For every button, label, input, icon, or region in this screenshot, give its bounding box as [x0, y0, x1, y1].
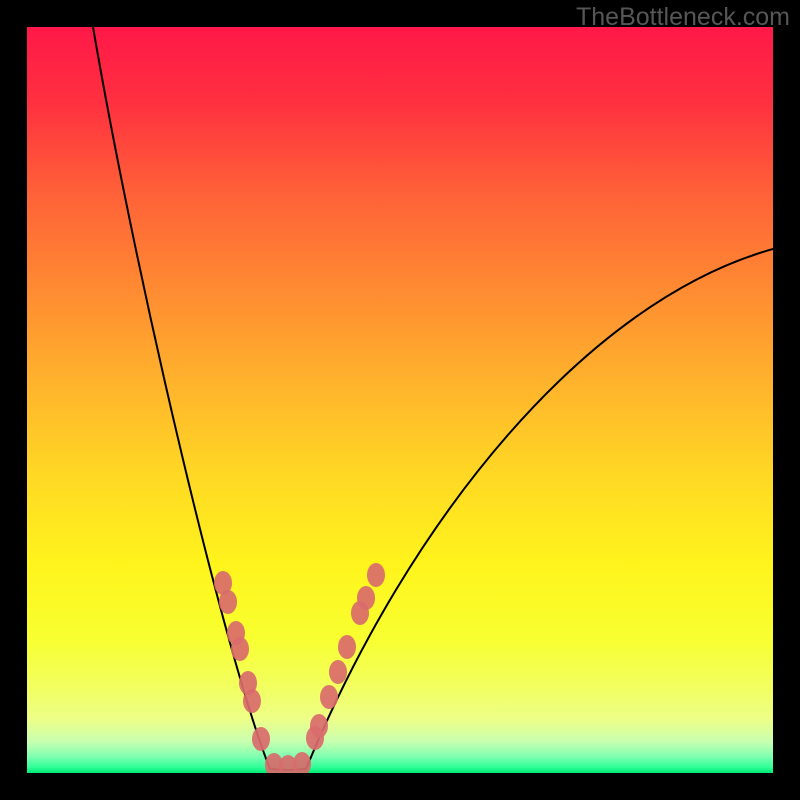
plot-svg — [0, 0, 800, 800]
curve-marker — [338, 635, 356, 659]
chart-frame: TheBottleneck.com — [0, 0, 800, 800]
curve-marker — [367, 563, 385, 587]
curve-marker — [320, 685, 338, 709]
curve-marker — [310, 714, 328, 738]
gradient-background — [27, 27, 773, 773]
watermark-text: TheBottleneck.com — [576, 3, 790, 32]
curve-marker — [293, 752, 311, 776]
curve-marker — [231, 637, 249, 661]
curve-marker — [219, 590, 237, 614]
curve-marker — [357, 586, 375, 610]
curve-marker — [329, 660, 347, 684]
curve-marker — [252, 727, 270, 751]
curve-marker — [243, 689, 261, 713]
